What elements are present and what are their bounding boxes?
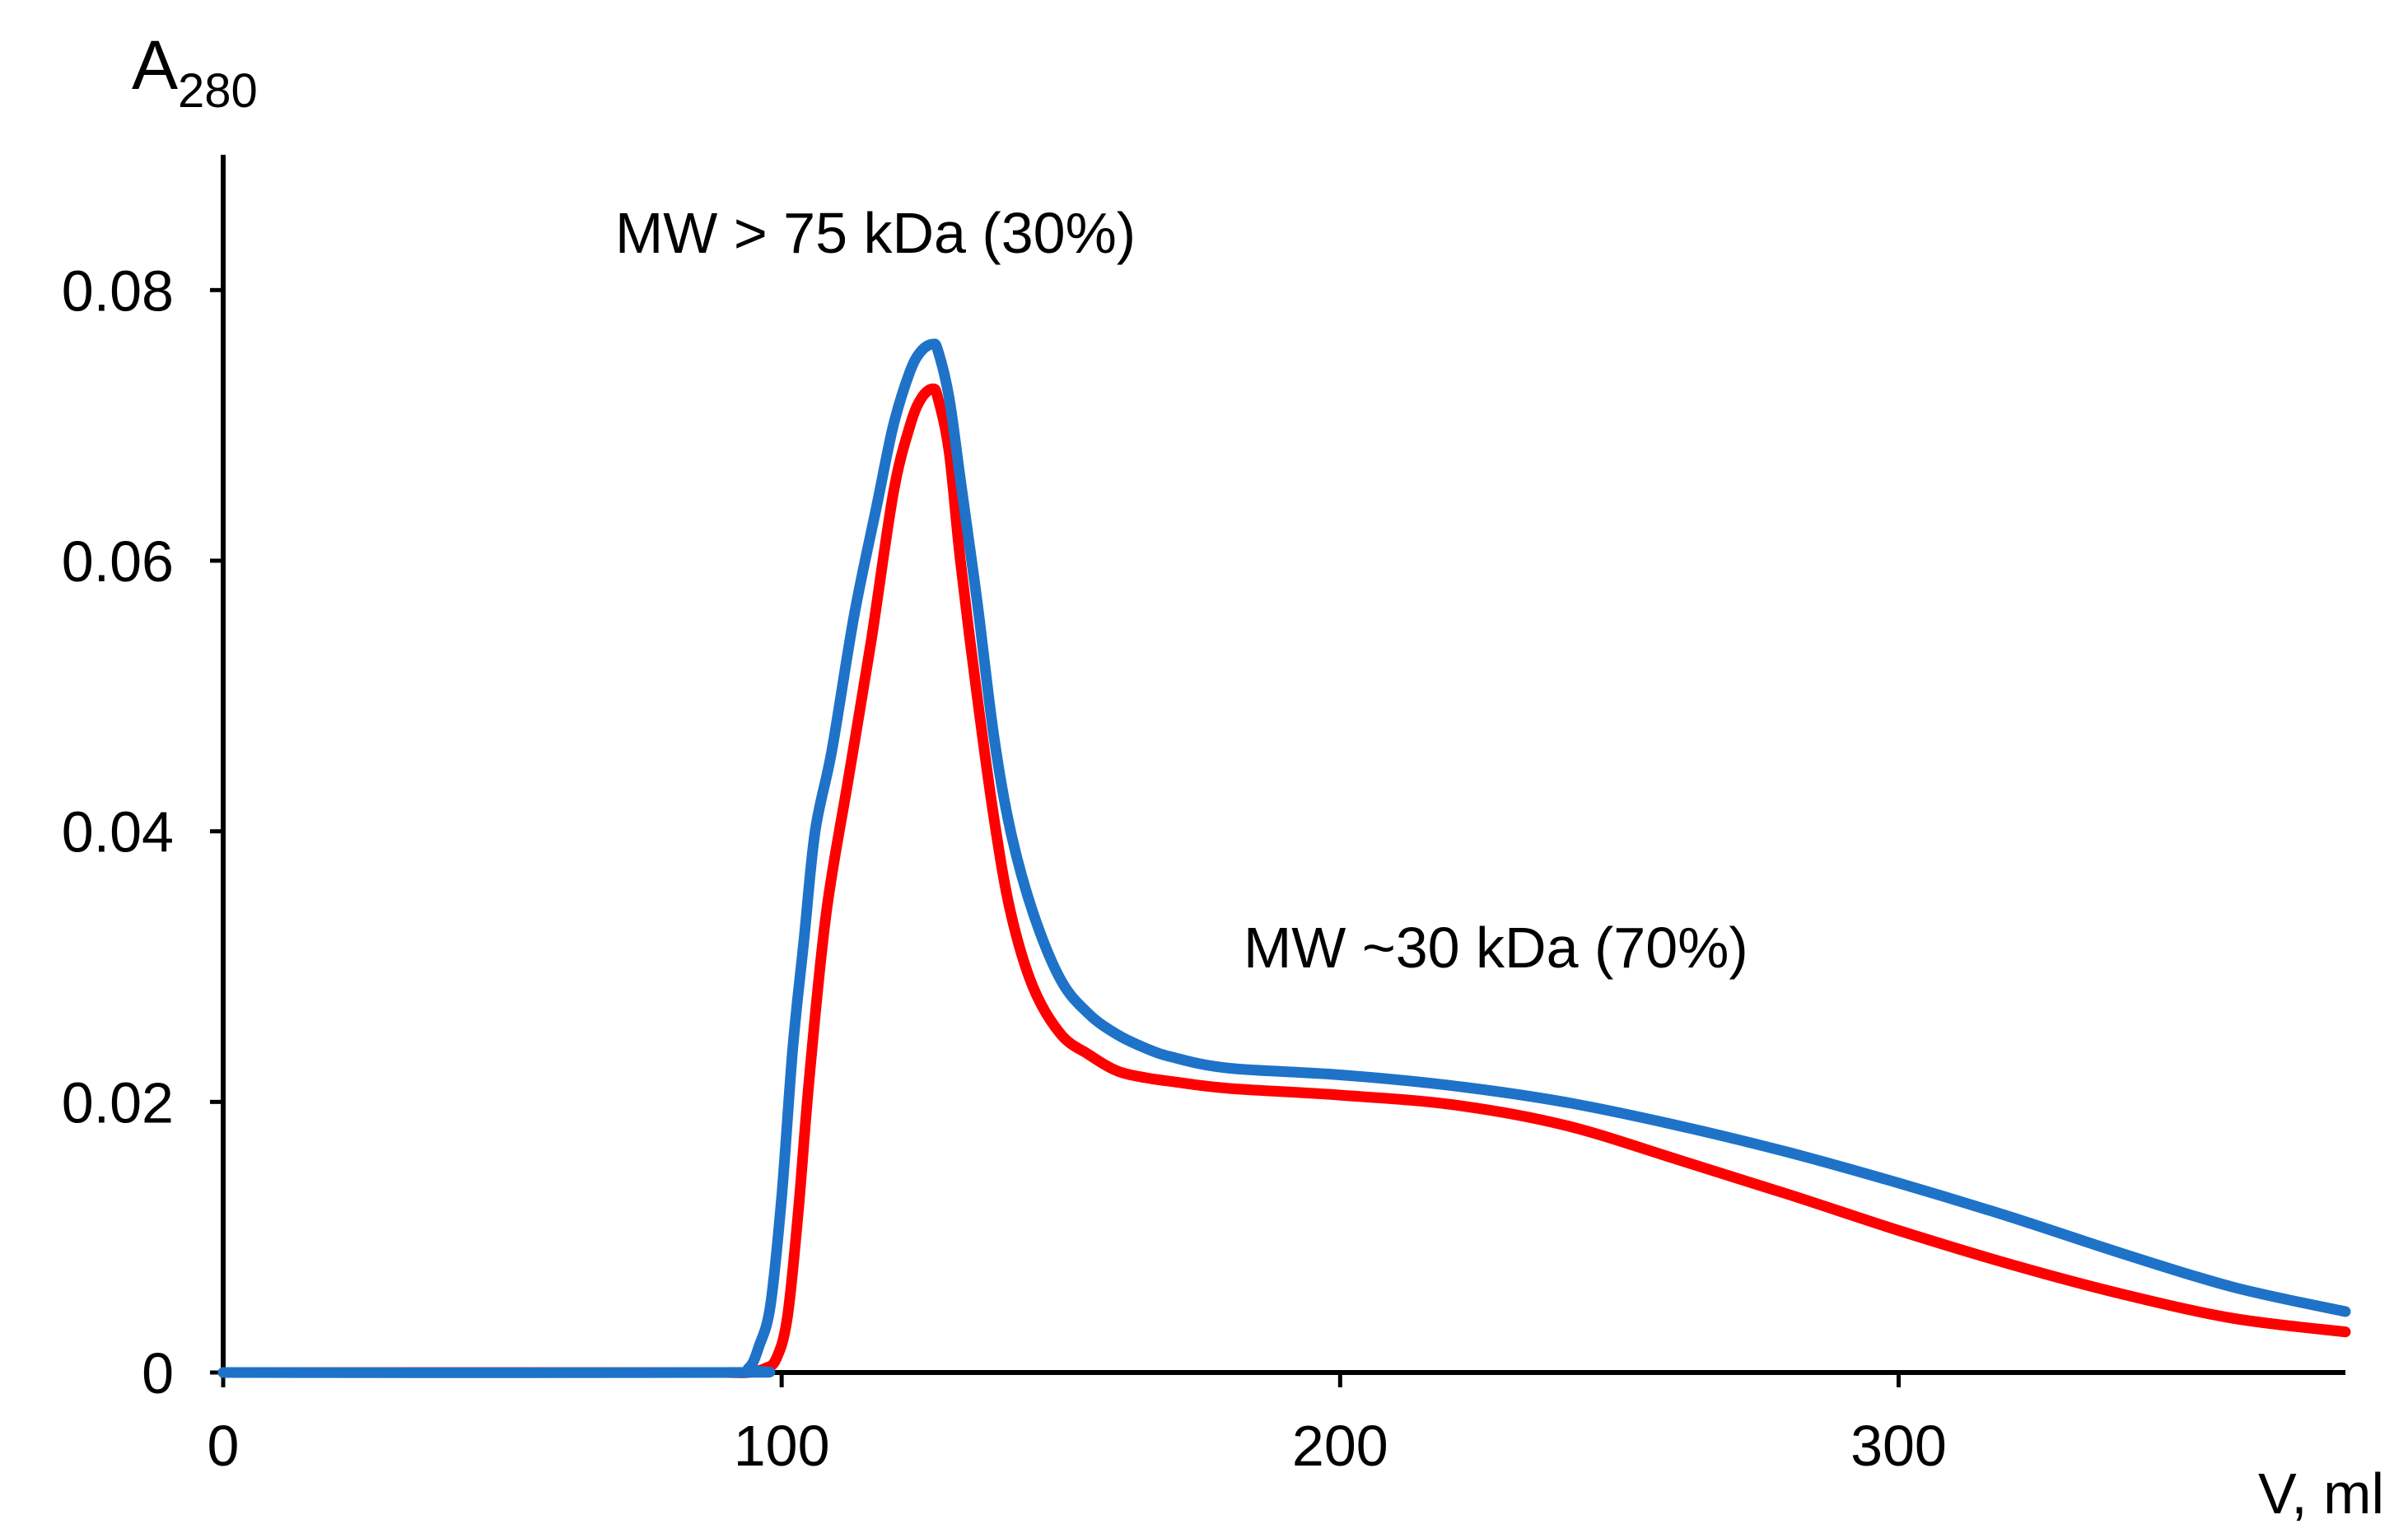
x-tick-label: 100: [734, 1414, 830, 1478]
y-axis-title: A280: [132, 26, 258, 118]
series-line-red: [217, 383, 2351, 1378]
x-tick-label: 200: [1292, 1414, 1388, 1478]
y-axis-title-main: A: [132, 26, 178, 104]
axes: [210, 155, 2345, 1387]
y-tick-label: 0.02: [62, 1070, 174, 1135]
y-tick-label: 0: [142, 1341, 174, 1405]
y-tick-label: 0.06: [62, 529, 174, 594]
y-tick-label: 0.04: [62, 800, 174, 865]
x-tick-label: 300: [1850, 1414, 1947, 1478]
annotation-label: MW ~30 kDa (70%): [1244, 916, 1748, 980]
x-axis-title: V, ml: [2258, 1461, 2384, 1526]
x-tick-label: 0: [208, 1414, 240, 1478]
series-layer: [217, 338, 2351, 1378]
series-line-blue: [217, 338, 2351, 1378]
annotation-label: MW > 75 kDa (30%): [615, 201, 1136, 265]
y-tick-label: 0.08: [62, 259, 174, 323]
labels-layer: 0 0.02 0.04 0.06 0.08 0 100 200 300 MW > 75 kDa (…: [62, 26, 2384, 1526]
y-axis-title-subscript: 280: [178, 64, 258, 118]
